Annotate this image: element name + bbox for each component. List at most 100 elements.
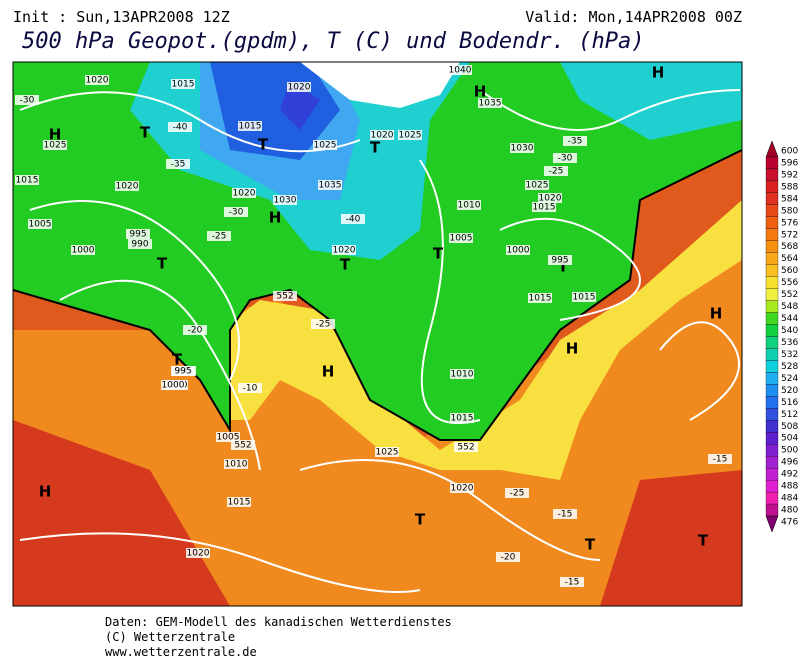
label-bg <box>506 245 530 255</box>
colorbar-label: 564 <box>781 254 798 264</box>
colorbar-band <box>765 252 779 265</box>
label-bg <box>161 380 185 390</box>
colorbar-band <box>765 228 779 241</box>
colorbar-cap <box>765 515 779 533</box>
pressure-center: T <box>140 124 151 142</box>
colorbar-label: 520 <box>781 386 798 396</box>
label-bg <box>85 75 109 85</box>
label-bg <box>341 214 365 224</box>
contour-label: 1025 <box>399 131 422 141</box>
colorbar-band <box>765 336 779 349</box>
label-bg <box>232 188 256 198</box>
contour-label: 1000 <box>507 246 530 256</box>
label-bg <box>15 175 39 185</box>
pressure-center: T <box>698 532 709 550</box>
pressure-center: T <box>433 245 444 263</box>
contour-label: 1015 <box>451 414 474 424</box>
contour-label: 1015 <box>228 498 251 508</box>
contour-label: 1015 <box>529 294 552 304</box>
label-bg <box>238 121 262 131</box>
colorbar-band <box>765 468 779 481</box>
colorbar-label: 524 <box>781 374 798 384</box>
label-bg <box>450 369 474 379</box>
contour-label: 1020 <box>233 189 256 199</box>
contour-label: 1020 <box>451 484 474 494</box>
label-bg <box>313 140 337 150</box>
colorbar-label: 484 <box>781 494 798 504</box>
colorbar-band <box>765 372 779 385</box>
colorbar-label: 500 <box>781 446 798 456</box>
colorbar-band <box>765 408 779 421</box>
label-bg <box>449 233 473 243</box>
colorbar-band <box>765 420 779 433</box>
colorbar-band <box>765 204 779 217</box>
pressure-center: T <box>415 511 426 529</box>
colorbar-label: 588 <box>781 182 798 192</box>
contour-label: 1000 <box>72 246 95 256</box>
contour-label: -20 <box>501 553 516 563</box>
colorbar-label: 600 <box>781 146 798 156</box>
contour-label: -25 <box>510 489 525 499</box>
contour-label: 1015 <box>573 293 596 303</box>
contour-label: 1015 <box>533 203 556 213</box>
label-bg <box>171 79 195 89</box>
label-bg <box>553 153 577 163</box>
contour-label: 995 <box>174 367 191 377</box>
field-cyan <box>560 62 742 140</box>
pressure-center: T <box>340 256 351 274</box>
colorbar-label: 592 <box>781 170 798 180</box>
contour-label: 1020 <box>187 549 210 559</box>
footer-line: (C) Wetterzentrale <box>105 630 235 644</box>
contour-label: 1040 <box>449 66 472 76</box>
colorbar-label: 548 <box>781 302 798 312</box>
label-bg <box>370 130 394 140</box>
label-bg <box>227 497 251 507</box>
contour-label: 1020 <box>539 194 562 204</box>
colorbar-band <box>765 168 779 182</box>
contour-label: 552 <box>234 441 251 451</box>
contour-label: -30 <box>558 154 573 164</box>
contour-label: 1035 <box>319 181 342 191</box>
contour-label: 1010 <box>225 460 248 470</box>
label-bg <box>544 166 568 176</box>
colorbar-band <box>765 348 779 361</box>
label-bg <box>238 383 262 393</box>
pressure-center: T <box>157 255 168 273</box>
colorbar-label: 516 <box>781 398 798 408</box>
label-bg <box>478 98 502 108</box>
colorbar-band <box>765 491 779 505</box>
footer-line: www.wetterzentrale.de <box>105 645 257 659</box>
label-bg <box>43 140 67 150</box>
contour-label: 1010 <box>458 201 481 211</box>
contour-label: 1035 <box>479 99 502 109</box>
colorbar-label: 504 <box>781 434 798 444</box>
pressure-center: H <box>566 340 579 358</box>
label-bg <box>572 292 596 302</box>
contour-label: 1010 <box>451 370 474 380</box>
pressure-center: H <box>49 126 62 144</box>
contour-label: -20 <box>188 326 203 336</box>
colorbar-label: 488 <box>781 482 798 492</box>
label-bg <box>71 245 95 255</box>
colorbar-band <box>765 503 779 517</box>
contour-label: -40 <box>173 123 188 133</box>
colorbar-label: 492 <box>781 470 798 480</box>
colorbar-band <box>765 216 779 229</box>
contour-label: 1030 <box>274 196 297 206</box>
contour-label: -15 <box>713 455 728 465</box>
colorbar-label: 528 <box>781 362 798 372</box>
contour-label: 1015 <box>16 176 39 186</box>
label-bg <box>450 413 474 423</box>
colorbar-label: 576 <box>781 218 798 228</box>
isobars <box>19 89 741 593</box>
pressure-center: H <box>474 83 487 101</box>
label-bg <box>457 200 481 210</box>
label-bg <box>273 195 297 205</box>
colorbar-label: 476 <box>781 518 798 528</box>
contour-label: 1020 <box>116 182 139 192</box>
colorbar-band <box>765 444 779 457</box>
contour-label: 1005 <box>29 220 52 230</box>
pressure-center: H <box>652 64 665 82</box>
contour-label: -30 <box>20 96 35 106</box>
